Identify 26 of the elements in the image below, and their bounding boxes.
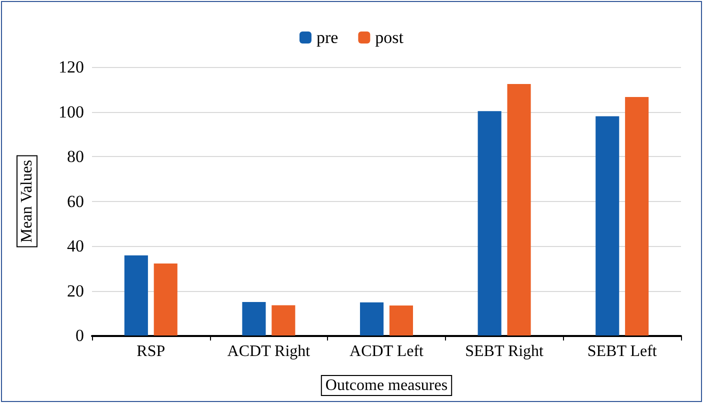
- y-tick-label: 80: [67, 147, 84, 166]
- x-tick-label: SEBT Right: [465, 343, 544, 360]
- y-tick-label: 0: [76, 326, 84, 345]
- bar: [124, 255, 148, 336]
- y-tick-label: 120: [58, 58, 84, 76]
- bar: [242, 302, 266, 336]
- x-tick-label: SEBT Left: [587, 343, 658, 360]
- bar: [154, 263, 178, 336]
- x-tick-label: ACDT Left: [350, 343, 424, 360]
- bar: [507, 84, 531, 336]
- bar: [478, 111, 502, 336]
- legend-label: post: [375, 28, 404, 47]
- legend-label: pre: [316, 28, 338, 47]
- bar: [360, 302, 384, 336]
- bar: [272, 305, 296, 336]
- bar: [625, 96, 649, 336]
- x-axis-title: Outcome measures: [325, 377, 448, 394]
- bar: [596, 116, 620, 336]
- y-tick-label: 60: [67, 192, 84, 211]
- y-tick-label: 100: [58, 102, 84, 122]
- x-tick-label: RSP: [136, 343, 166, 360]
- y-tick-label: 40: [67, 236, 84, 256]
- x-tick-label: ACDT Right: [227, 343, 311, 360]
- y-tick-label: 20: [67, 281, 84, 300]
- y-axis-title: Mean Values: [18, 160, 36, 243]
- bar: [389, 306, 414, 336]
